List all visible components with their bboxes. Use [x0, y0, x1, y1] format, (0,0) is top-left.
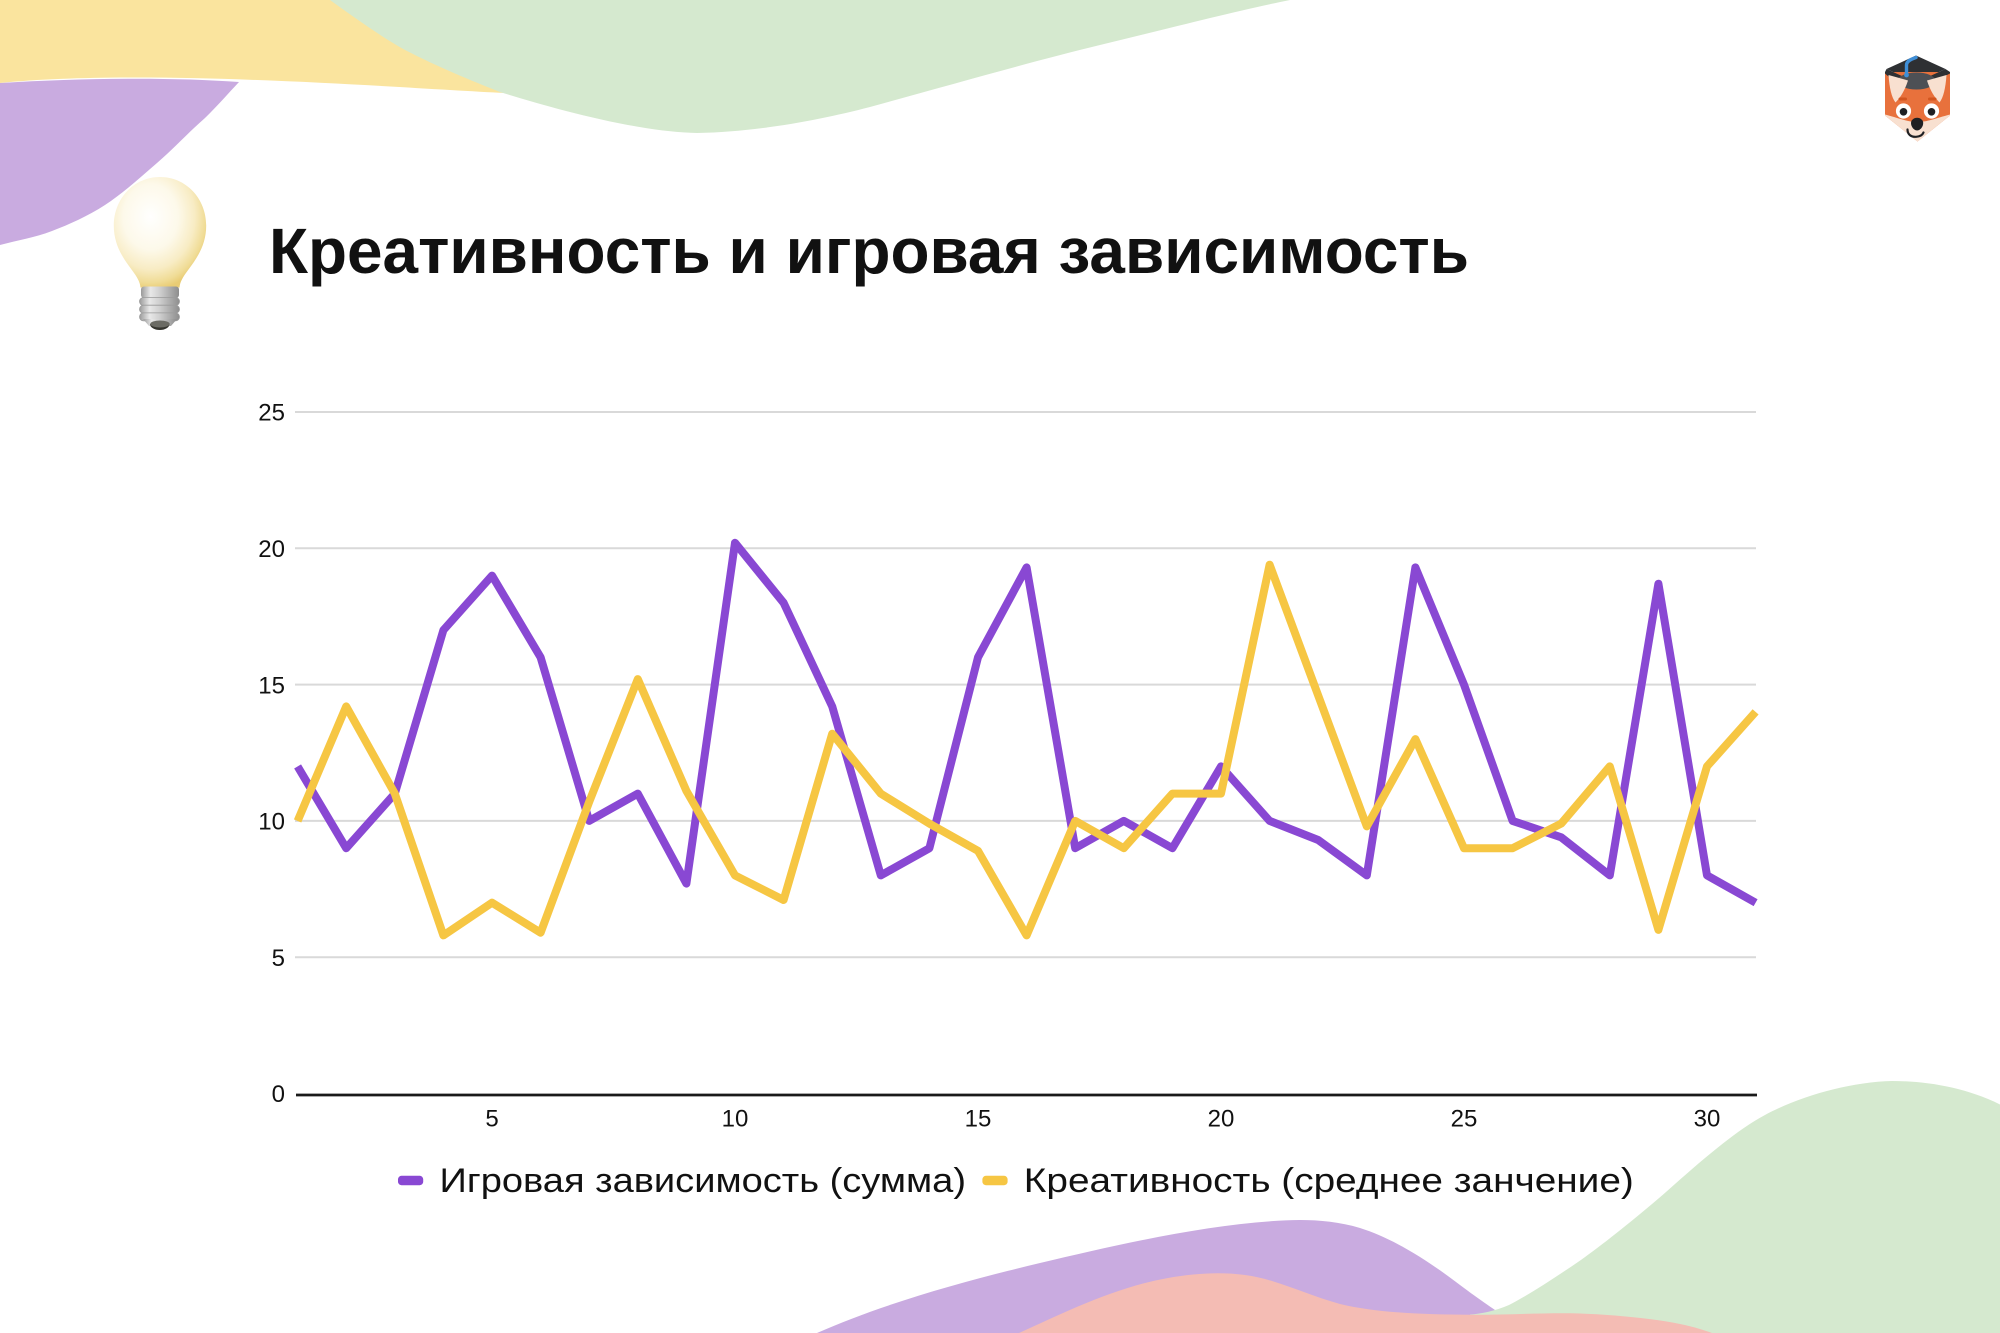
svg-text:20: 20 — [1208, 1106, 1235, 1133]
svg-text:5: 5 — [485, 1106, 498, 1133]
svg-text:20: 20 — [258, 536, 285, 563]
svg-text:25: 25 — [258, 400, 285, 427]
svg-text:15: 15 — [965, 1106, 992, 1133]
svg-text:Креативность и игровая зависим: Креативность и игровая зависимость — [269, 215, 1469, 287]
svg-text:5: 5 — [272, 945, 285, 972]
svg-text:0: 0 — [272, 1081, 285, 1108]
svg-text:30: 30 — [1694, 1106, 1721, 1133]
svg-text:Игровая зависимость (сумма): Игровая зависимость (сумма) — [440, 1162, 967, 1200]
svg-text:10: 10 — [722, 1106, 749, 1133]
svg-text:Креативность (среднее занчение: Креативность (среднее занчение) — [1024, 1162, 1634, 1200]
svg-text:25: 25 — [1451, 1106, 1478, 1133]
svg-text:10: 10 — [258, 809, 285, 836]
svg-text:15: 15 — [258, 672, 285, 699]
